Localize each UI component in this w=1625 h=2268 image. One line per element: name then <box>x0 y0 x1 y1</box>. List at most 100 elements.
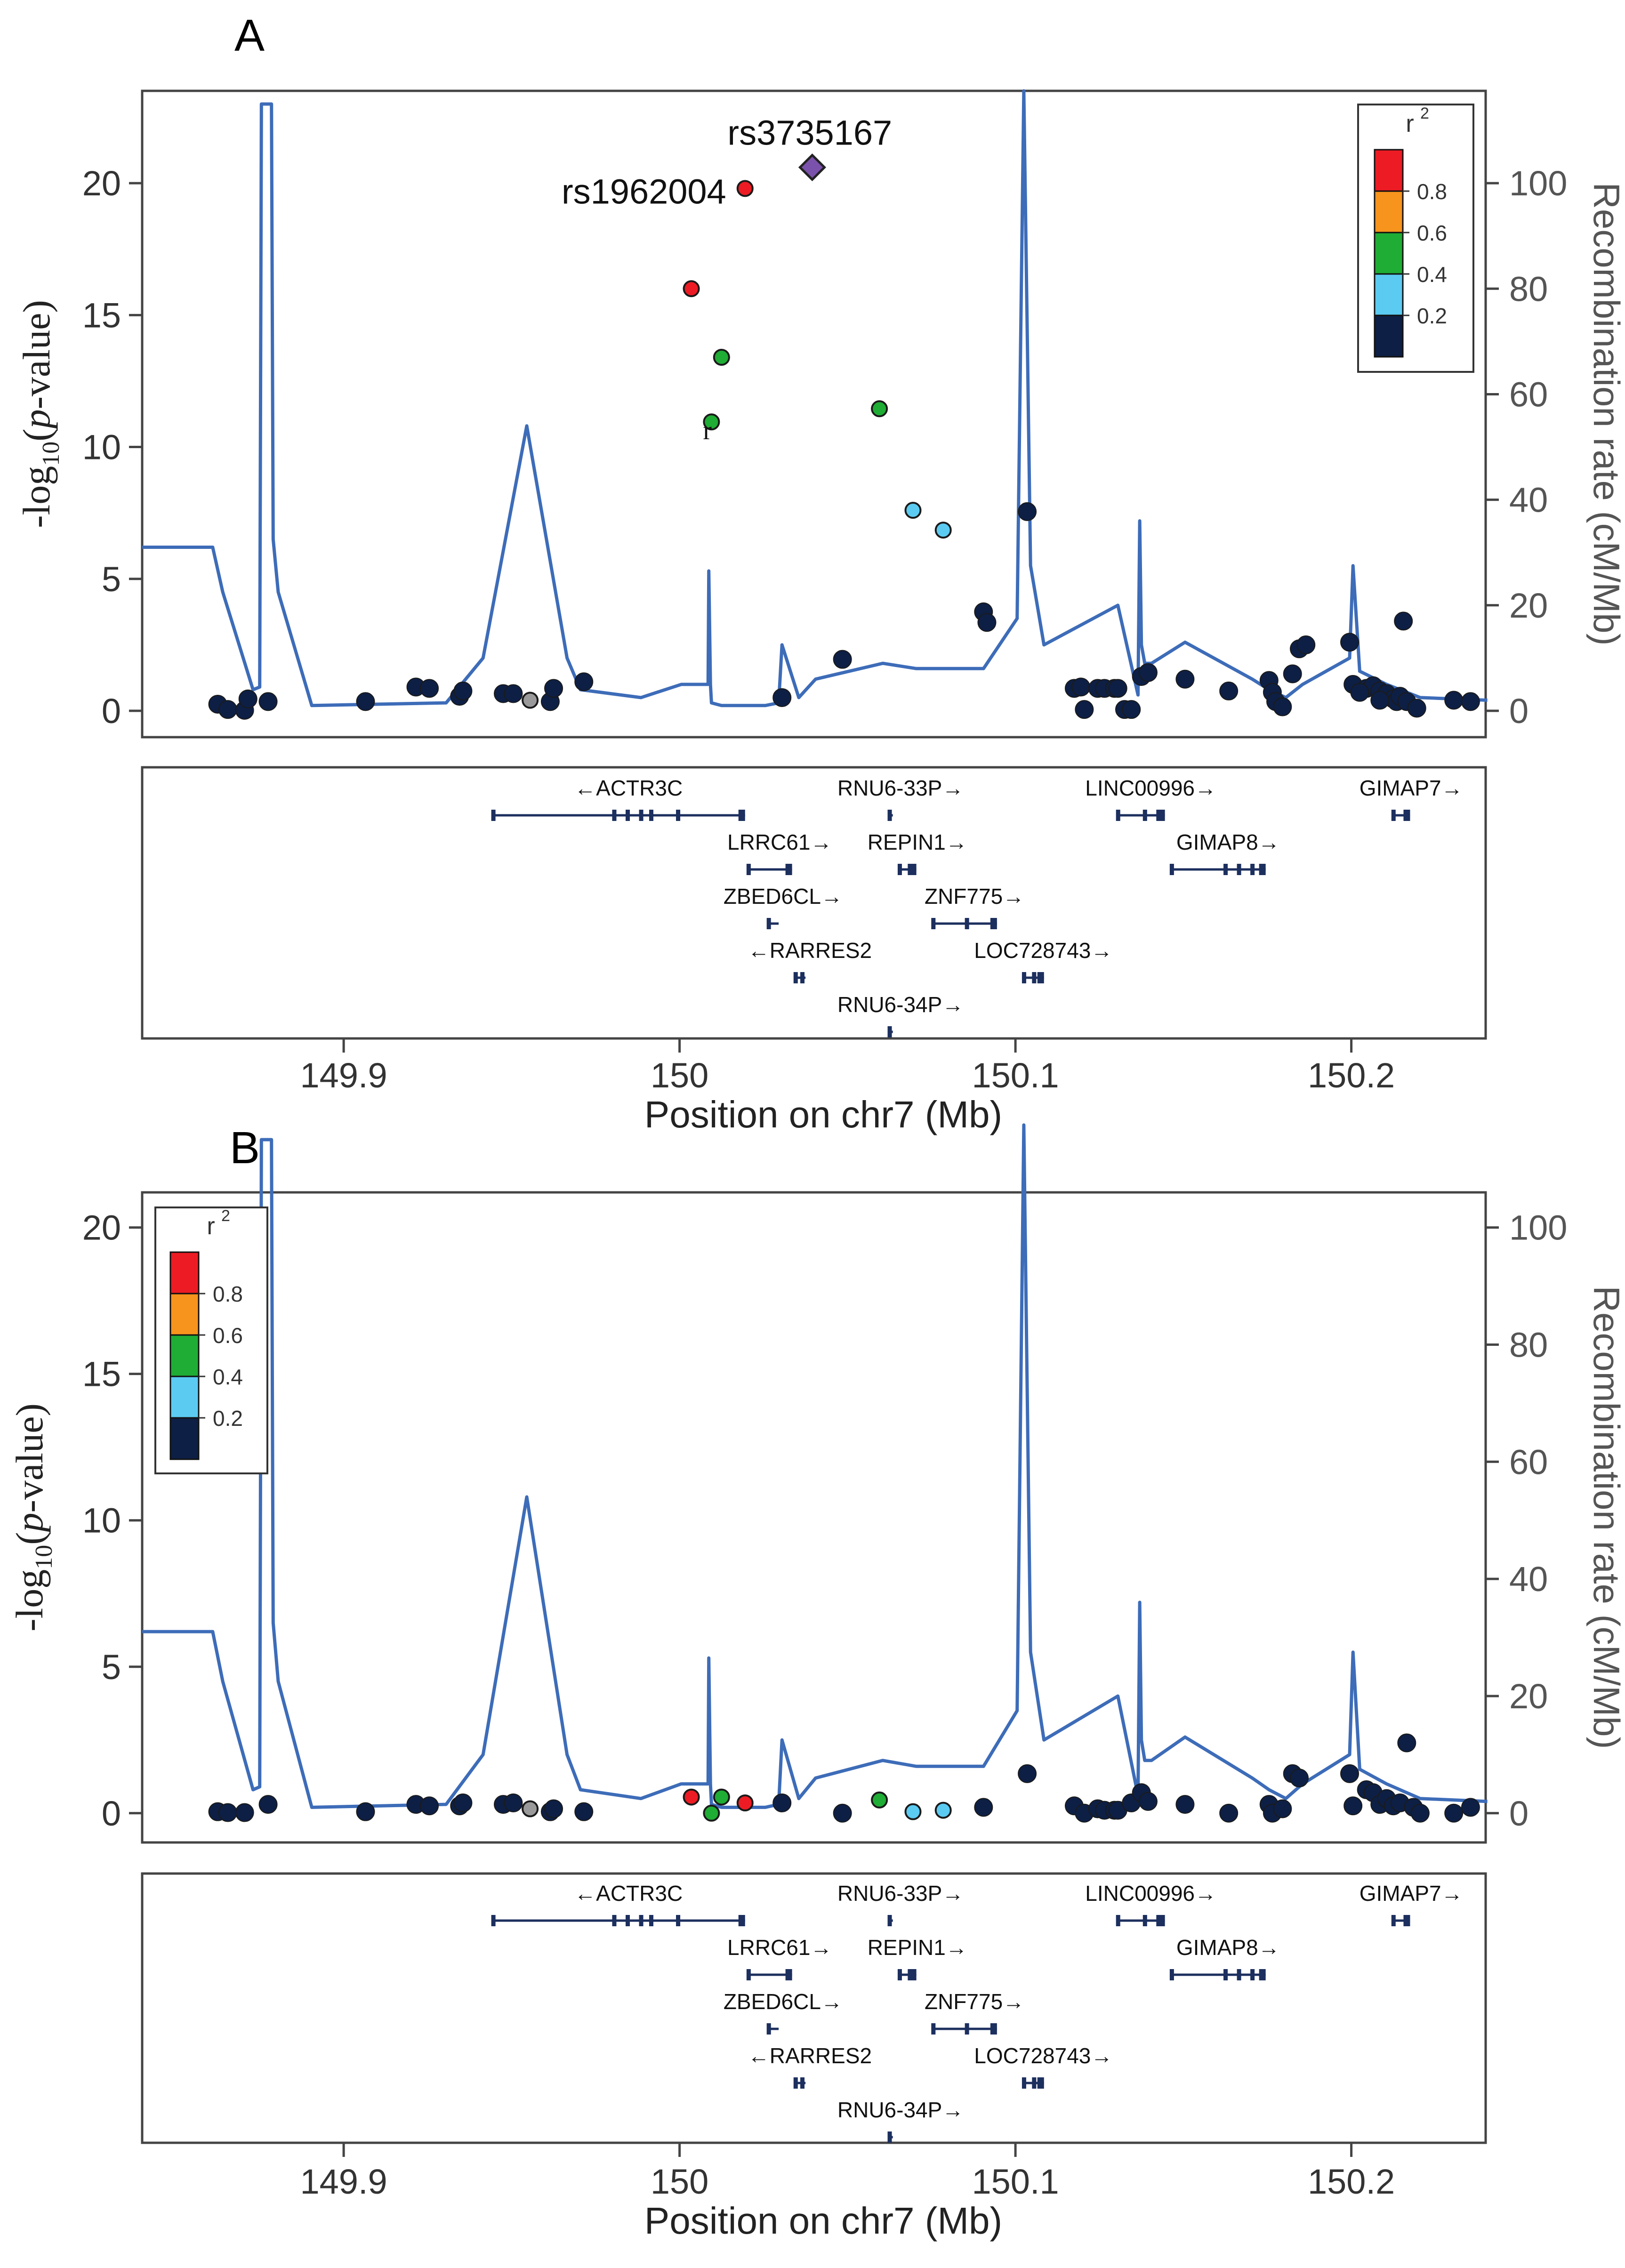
gene-exon <box>785 1969 792 1980</box>
gene-label: GIMAP7→ <box>1360 1881 1463 1906</box>
gene-label: RNU6-34P→ <box>837 2098 964 2122</box>
y-axis-label-rest: -value) <box>15 300 58 409</box>
gene-exon <box>1169 864 1174 875</box>
snp-point <box>1444 1803 1464 1823</box>
gene-exon <box>897 864 902 875</box>
gene-exon <box>1223 864 1228 875</box>
gene-exon <box>1022 972 1026 983</box>
gene-label: GIMAP8→ <box>1176 830 1280 854</box>
snp-point <box>1296 635 1316 654</box>
gene-label: LRRC61→ <box>727 830 832 854</box>
gene-exon <box>1259 864 1266 875</box>
y-axis-label-open: ( <box>15 428 58 441</box>
legend-label: 0.2 <box>1417 304 1447 328</box>
legend-label: 0.8 <box>213 1282 243 1306</box>
snp-point <box>934 1802 952 1819</box>
gene-label: RNU6-33P→ <box>837 1881 964 1906</box>
snp-point <box>238 689 257 708</box>
snp-point <box>218 700 237 719</box>
y2-tick-label: 60 <box>1509 375 1548 414</box>
y2-tick-label: 60 <box>1509 1442 1548 1481</box>
gene-exon <box>965 918 969 929</box>
snp-point <box>713 1788 730 1806</box>
snp-point <box>356 1802 375 1821</box>
gene-label: ZNF775→ <box>925 1989 1024 2014</box>
snp-annotation: r <box>703 416 712 445</box>
legend-swatch <box>1374 273 1404 316</box>
snp-point <box>1273 697 1292 716</box>
legend-swatch <box>1374 190 1404 233</box>
y2-tick-label: 80 <box>1509 1325 1548 1364</box>
gene-exon <box>1116 810 1120 821</box>
snp-point <box>1340 1764 1360 1783</box>
gene-exon <box>887 1915 892 1926</box>
gene-exon <box>1391 1915 1396 1926</box>
snp-point <box>1075 700 1094 719</box>
gene-exon <box>1037 972 1044 983</box>
gene-exon <box>931 2023 936 2035</box>
gene-label: ←ACTR3C <box>574 776 683 800</box>
gene-exon <box>746 864 751 875</box>
y-axis-label-prefix: -log <box>15 466 58 528</box>
x-tick-label: 150.2 <box>1308 2162 1395 2201</box>
snp-point <box>574 1802 594 1821</box>
snp-point <box>235 1803 254 1822</box>
y2-axis-label: Recombination rate (cM/Mb) <box>1586 1286 1625 1749</box>
gene-exon <box>897 1969 902 1980</box>
snp-point <box>504 684 523 703</box>
gene-exon <box>1391 810 1396 821</box>
gene-exon <box>1237 1969 1241 1980</box>
gene-label: REPIN1→ <box>868 1935 967 1960</box>
legend-label: 0.2 <box>213 1406 243 1431</box>
plot-frame <box>141 89 1487 739</box>
gene-label: ZBED6CL→ <box>724 884 843 909</box>
gene-exon <box>626 1915 630 1926</box>
snp-point <box>977 613 997 632</box>
snp-point <box>356 692 375 711</box>
gene-exon <box>766 918 771 929</box>
snp-point <box>522 1800 539 1818</box>
y-tick-label: 0 <box>102 1794 121 1833</box>
legend-swatch <box>169 1334 200 1377</box>
y2-tick-label: 0 <box>1509 1794 1528 1833</box>
y2-tick-label: 20 <box>1509 586 1548 625</box>
recombination-rate-line <box>142 89 1488 708</box>
gene-exon <box>990 918 997 929</box>
x-axis-label: Position on chr7 (Mb) <box>644 1094 1002 1135</box>
snp-point <box>683 280 700 298</box>
x-tick-label: 150 <box>651 2162 708 2201</box>
gene-exon <box>649 1915 653 1926</box>
snp-point <box>1175 1795 1195 1814</box>
snp-point <box>1410 1803 1430 1823</box>
y-tick-label: 5 <box>102 1648 121 1687</box>
legend-swatch <box>1374 232 1404 275</box>
gene-exon <box>800 2077 805 2089</box>
gene-exon <box>965 2023 969 2035</box>
snp-point <box>1219 1803 1239 1823</box>
y2-axis-label: Recombination rate (cM/Mb) <box>1586 183 1625 646</box>
snp-point <box>1108 679 1127 698</box>
snp-point <box>934 522 952 539</box>
snp-point <box>522 692 539 709</box>
gene-exon <box>793 972 798 983</box>
snp-point <box>1018 502 1037 521</box>
gene-exon <box>785 864 792 875</box>
x-tick-label: 150.2 <box>1308 1056 1395 1095</box>
snp-point <box>683 1788 700 1806</box>
y2-tick-label: 0 <box>1509 692 1528 731</box>
gene-label: ZNF775→ <box>925 884 1024 909</box>
legend-title-superscript: 2 <box>1420 105 1429 122</box>
legend-swatch <box>169 1293 200 1336</box>
x-tick-label: 150.1 <box>972 1056 1059 1095</box>
snp-point <box>420 1796 439 1816</box>
snp-point <box>574 672 594 692</box>
legend-title-superscript: 2 <box>221 1207 230 1225</box>
snp-point <box>736 1794 754 1812</box>
snp-point <box>1394 611 1413 631</box>
gene-exon <box>738 810 745 821</box>
gene-exon <box>909 1969 917 1980</box>
snp-point <box>544 1799 563 1818</box>
y-tick-label: 0 <box>102 692 121 731</box>
y2-tick-label: 40 <box>1509 481 1548 520</box>
